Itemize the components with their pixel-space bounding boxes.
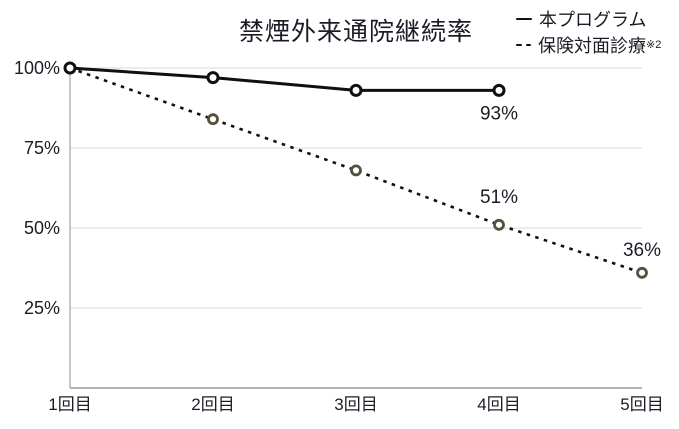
data-point-marker	[206, 71, 220, 85]
y-tick-label: 100%	[14, 58, 60, 78]
data-point-label: 93%	[480, 103, 518, 124]
data-point-marker	[636, 266, 648, 279]
x-tick-label: 5回目	[620, 395, 663, 414]
data-point-marker	[207, 113, 219, 126]
series-line-2	[69, 66, 643, 275]
data-point-marker	[63, 61, 77, 75]
x-tick-label: 2回目	[191, 395, 234, 414]
data-point-label: 51%	[480, 187, 518, 208]
x-tick-label: 3回目	[334, 395, 377, 414]
data-point-marker	[349, 83, 363, 97]
data-point-marker	[493, 218, 505, 231]
x-tick-label: 4回目	[477, 395, 520, 414]
y-tick-label: 50%	[24, 218, 60, 238]
solid-line-swatch-icon	[516, 17, 532, 21]
legend-footnote-marker: ※2	[646, 38, 662, 51]
data-point-label: 36%	[623, 240, 661, 261]
chart-title: 禁煙外来通院継続率	[238, 18, 473, 46]
legend-label: 本プログラム	[539, 10, 647, 30]
legend: 本プログラム 保険対面診療 ※2	[516, 6, 661, 58]
legend-item-program: 本プログラム	[516, 6, 661, 32]
data-point-marker	[492, 83, 506, 97]
dashed-line-swatch-icon	[516, 43, 531, 47]
y-tick-label: 75%	[24, 138, 60, 158]
data-point-marker	[350, 164, 362, 177]
legend-item-insurance: 保険対面診療 ※2	[516, 32, 661, 58]
x-tick-label: 1回目	[48, 395, 91, 414]
legend-label: 保険対面診療	[538, 36, 646, 56]
series-line-1	[69, 66, 499, 92]
y-tick-label: 25%	[24, 298, 60, 318]
